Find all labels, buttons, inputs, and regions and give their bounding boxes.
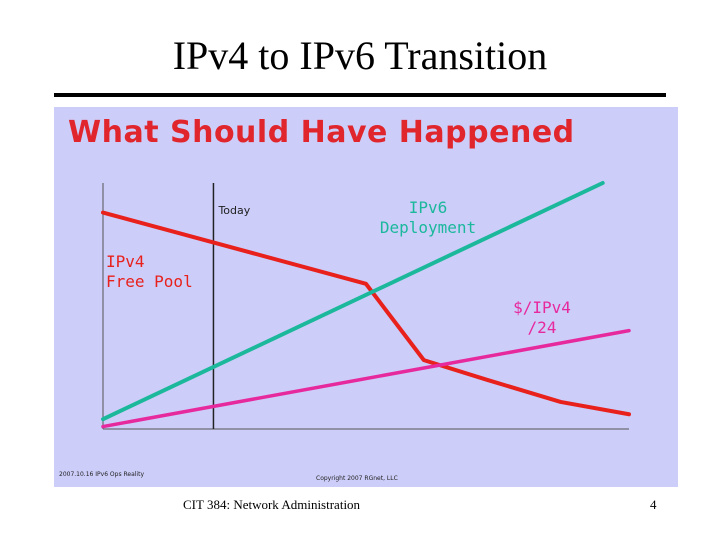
panel-footer-right: Copyright 2007 RGnet, LLC (316, 475, 398, 482)
page-number: 4 (650, 497, 657, 512)
title-rule (54, 93, 666, 97)
series-label-3-line-2: /24 (528, 318, 557, 337)
series-line-2 (101, 181, 605, 422)
slide-footer: CIT 384: Network Administration (183, 497, 361, 512)
panel-footer-left: 2007.10.16 IPv6 Ops Reality (59, 471, 144, 478)
chart-title: What Should Have Happened (68, 115, 575, 150)
series-label-1-line-1: IPv4 (106, 252, 145, 271)
series-label-2-line-2: Deployment (380, 218, 476, 237)
slide-title: IPv4 to IPv6 Transition (172, 33, 548, 78)
series-line-1 (101, 210, 631, 417)
series-label-1-line-2: Free Pool (106, 272, 193, 291)
series-label-2-line-1: IPv6 (409, 198, 448, 217)
series-line-3 (101, 328, 631, 429)
today-line-label: Today (217, 204, 250, 217)
series-label-3-line-1: $/IPv4 (513, 298, 571, 317)
chart-panel: What Should Have Happened Today IPv4 Free … (54, 107, 678, 487)
